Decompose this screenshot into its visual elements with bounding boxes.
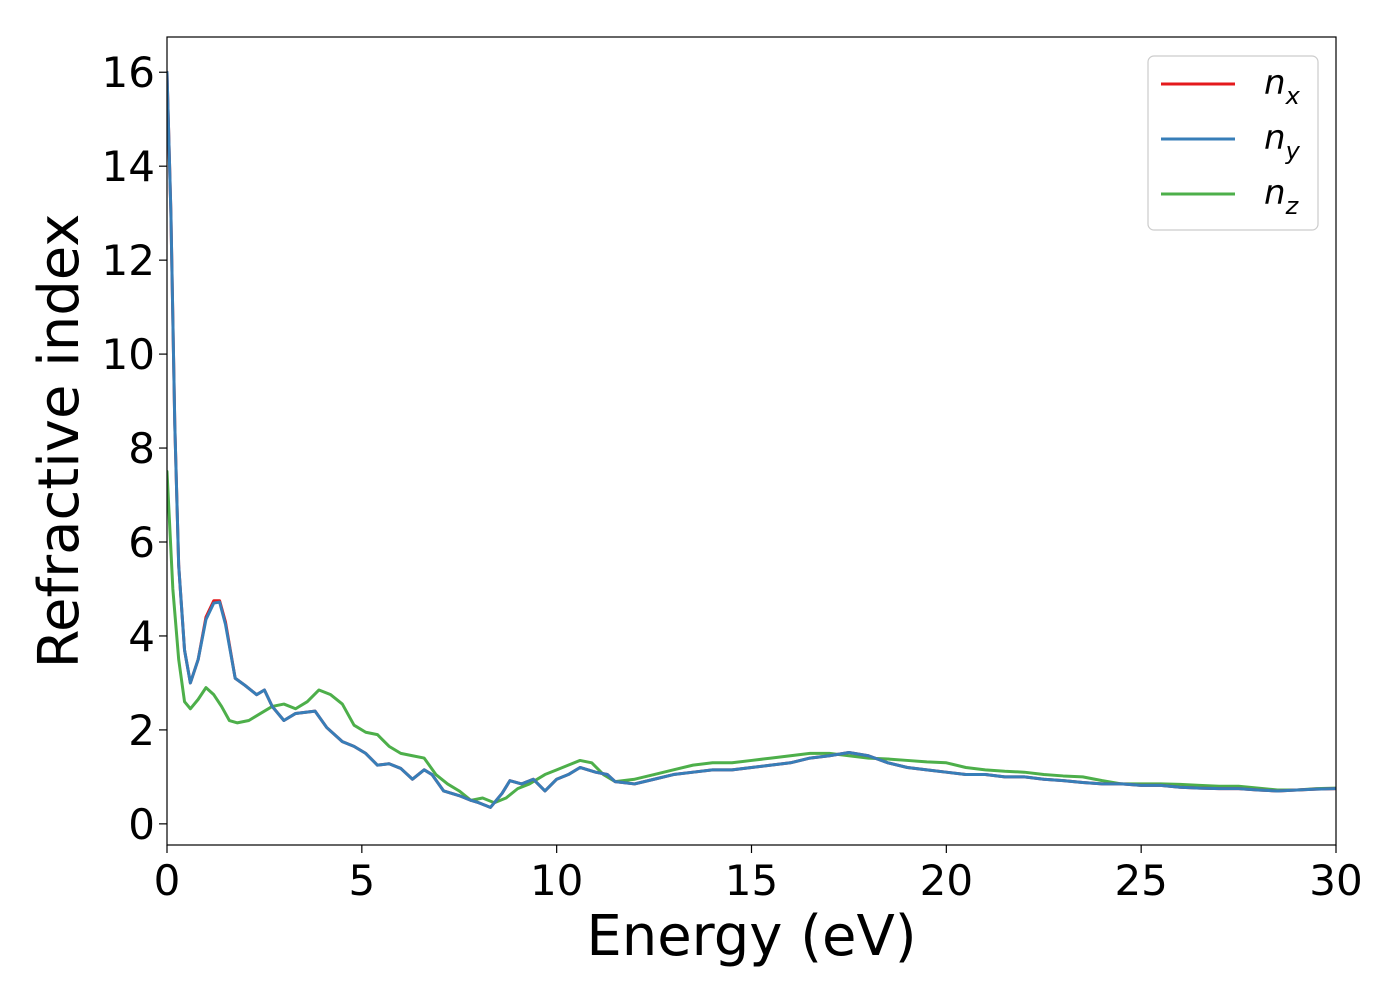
series-line-n-y (167, 70, 1336, 809)
y-axis-label: Refractive index (27, 214, 92, 669)
x-axis: 0 5 10 15 20 25 30 (154, 845, 1363, 905)
legend-label-z: nz (1264, 173, 1300, 220)
y-tick-label: 8 (128, 424, 155, 473)
plot-area (167, 70, 1336, 809)
legend-label-x: nx (1264, 63, 1301, 110)
x-tick-label: 20 (920, 856, 973, 905)
y-tick-label: 10 (102, 330, 155, 379)
y-tick-label: 4 (128, 612, 155, 661)
x-tick-label: 5 (348, 856, 375, 905)
y-axis: 0 2 4 6 8 10 12 14 16 (102, 48, 167, 849)
y-tick-label: 16 (102, 48, 155, 97)
x-axis-label: Energy (eV) (586, 904, 916, 969)
legend-label-y: ny (1264, 118, 1301, 165)
x-tick-label: 25 (1114, 856, 1167, 905)
x-tick-label: 10 (530, 856, 583, 905)
x-tick-label: 15 (725, 856, 778, 905)
y-tick-label: 2 (128, 706, 155, 755)
y-tick-label: 14 (102, 142, 155, 191)
x-tick-label: 0 (154, 856, 181, 905)
y-tick-label: 12 (102, 236, 155, 285)
y-tick-label: 0 (128, 800, 155, 849)
legend-box (1147, 55, 1319, 231)
x-tick-label: 30 (1309, 856, 1362, 905)
legend: nx ny nz (1147, 55, 1319, 231)
series-line-n-z (167, 470, 1336, 805)
y-tick-label: 6 (128, 518, 155, 567)
